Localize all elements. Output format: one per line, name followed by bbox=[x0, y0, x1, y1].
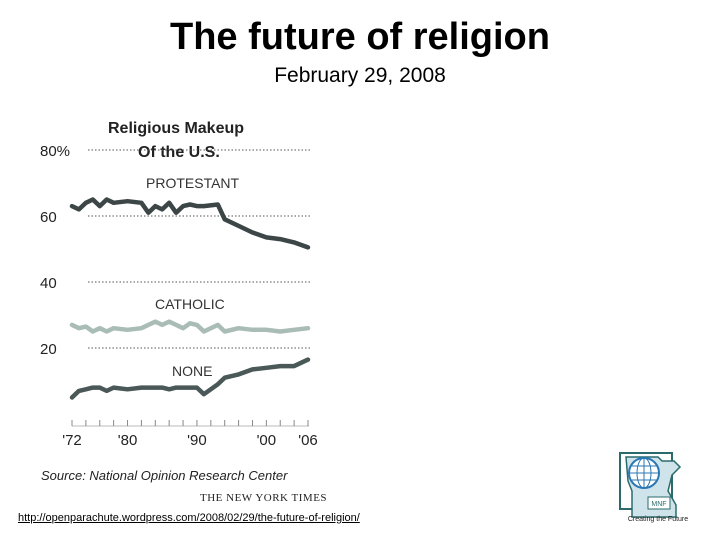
chart-title-line-2: Of the U.S. bbox=[138, 144, 220, 161]
series-label-none: NONE bbox=[172, 363, 212, 379]
x-tick-label-2000: '00 bbox=[257, 432, 277, 449]
religious-makeup-chart: Religious Makeup Of the U.S. 20 40 60 80% '… bbox=[40, 120, 327, 504]
x-axis-ticks: '72 '80 '90 '00 '06 bbox=[62, 420, 318, 449]
y-tick-label-80: 80% bbox=[40, 143, 70, 160]
y-tick-label-60: 60 bbox=[40, 209, 57, 226]
x-tick-label-1972: '72 bbox=[62, 432, 82, 449]
mnf-logo: MNF bbox=[619, 452, 682, 518]
page-title: The future of religion bbox=[170, 16, 550, 58]
y-tick-label-40: 40 bbox=[40, 275, 57, 292]
series-label-protestant: PROTESTANT bbox=[146, 175, 240, 191]
page-date: February 29, 2008 bbox=[274, 64, 446, 87]
x-tick-label-1980: '80 bbox=[118, 432, 138, 449]
logo-caption: Creating the Future bbox=[627, 516, 689, 523]
y-tick-label-20: 20 bbox=[40, 341, 57, 358]
source-link[interactable]: http://openparachute.wordpress.com/2008/… bbox=[18, 512, 360, 524]
logo-initials: MNF bbox=[651, 501, 666, 508]
series-line-protestant bbox=[69, 197, 311, 250]
logo-badge bbox=[647, 496, 671, 510]
chart-title-line-1: Religious Makeup bbox=[108, 120, 244, 137]
x-tick-label-2006: '06 bbox=[298, 432, 318, 449]
series-line-catholic bbox=[69, 319, 311, 334]
chart-source: Source: National Opinion Research Center bbox=[41, 468, 288, 483]
y-axis-ticks: 20 40 60 80% bbox=[40, 143, 70, 358]
x-tick-label-1990: '90 bbox=[187, 432, 207, 449]
series-lines bbox=[69, 197, 311, 400]
series-line-none bbox=[69, 357, 311, 400]
chart-credit: THE NEW YORK TIMES bbox=[200, 492, 327, 504]
globe-grid-icon bbox=[629, 457, 659, 489]
series-label-catholic: CATHOLIC bbox=[155, 296, 225, 312]
